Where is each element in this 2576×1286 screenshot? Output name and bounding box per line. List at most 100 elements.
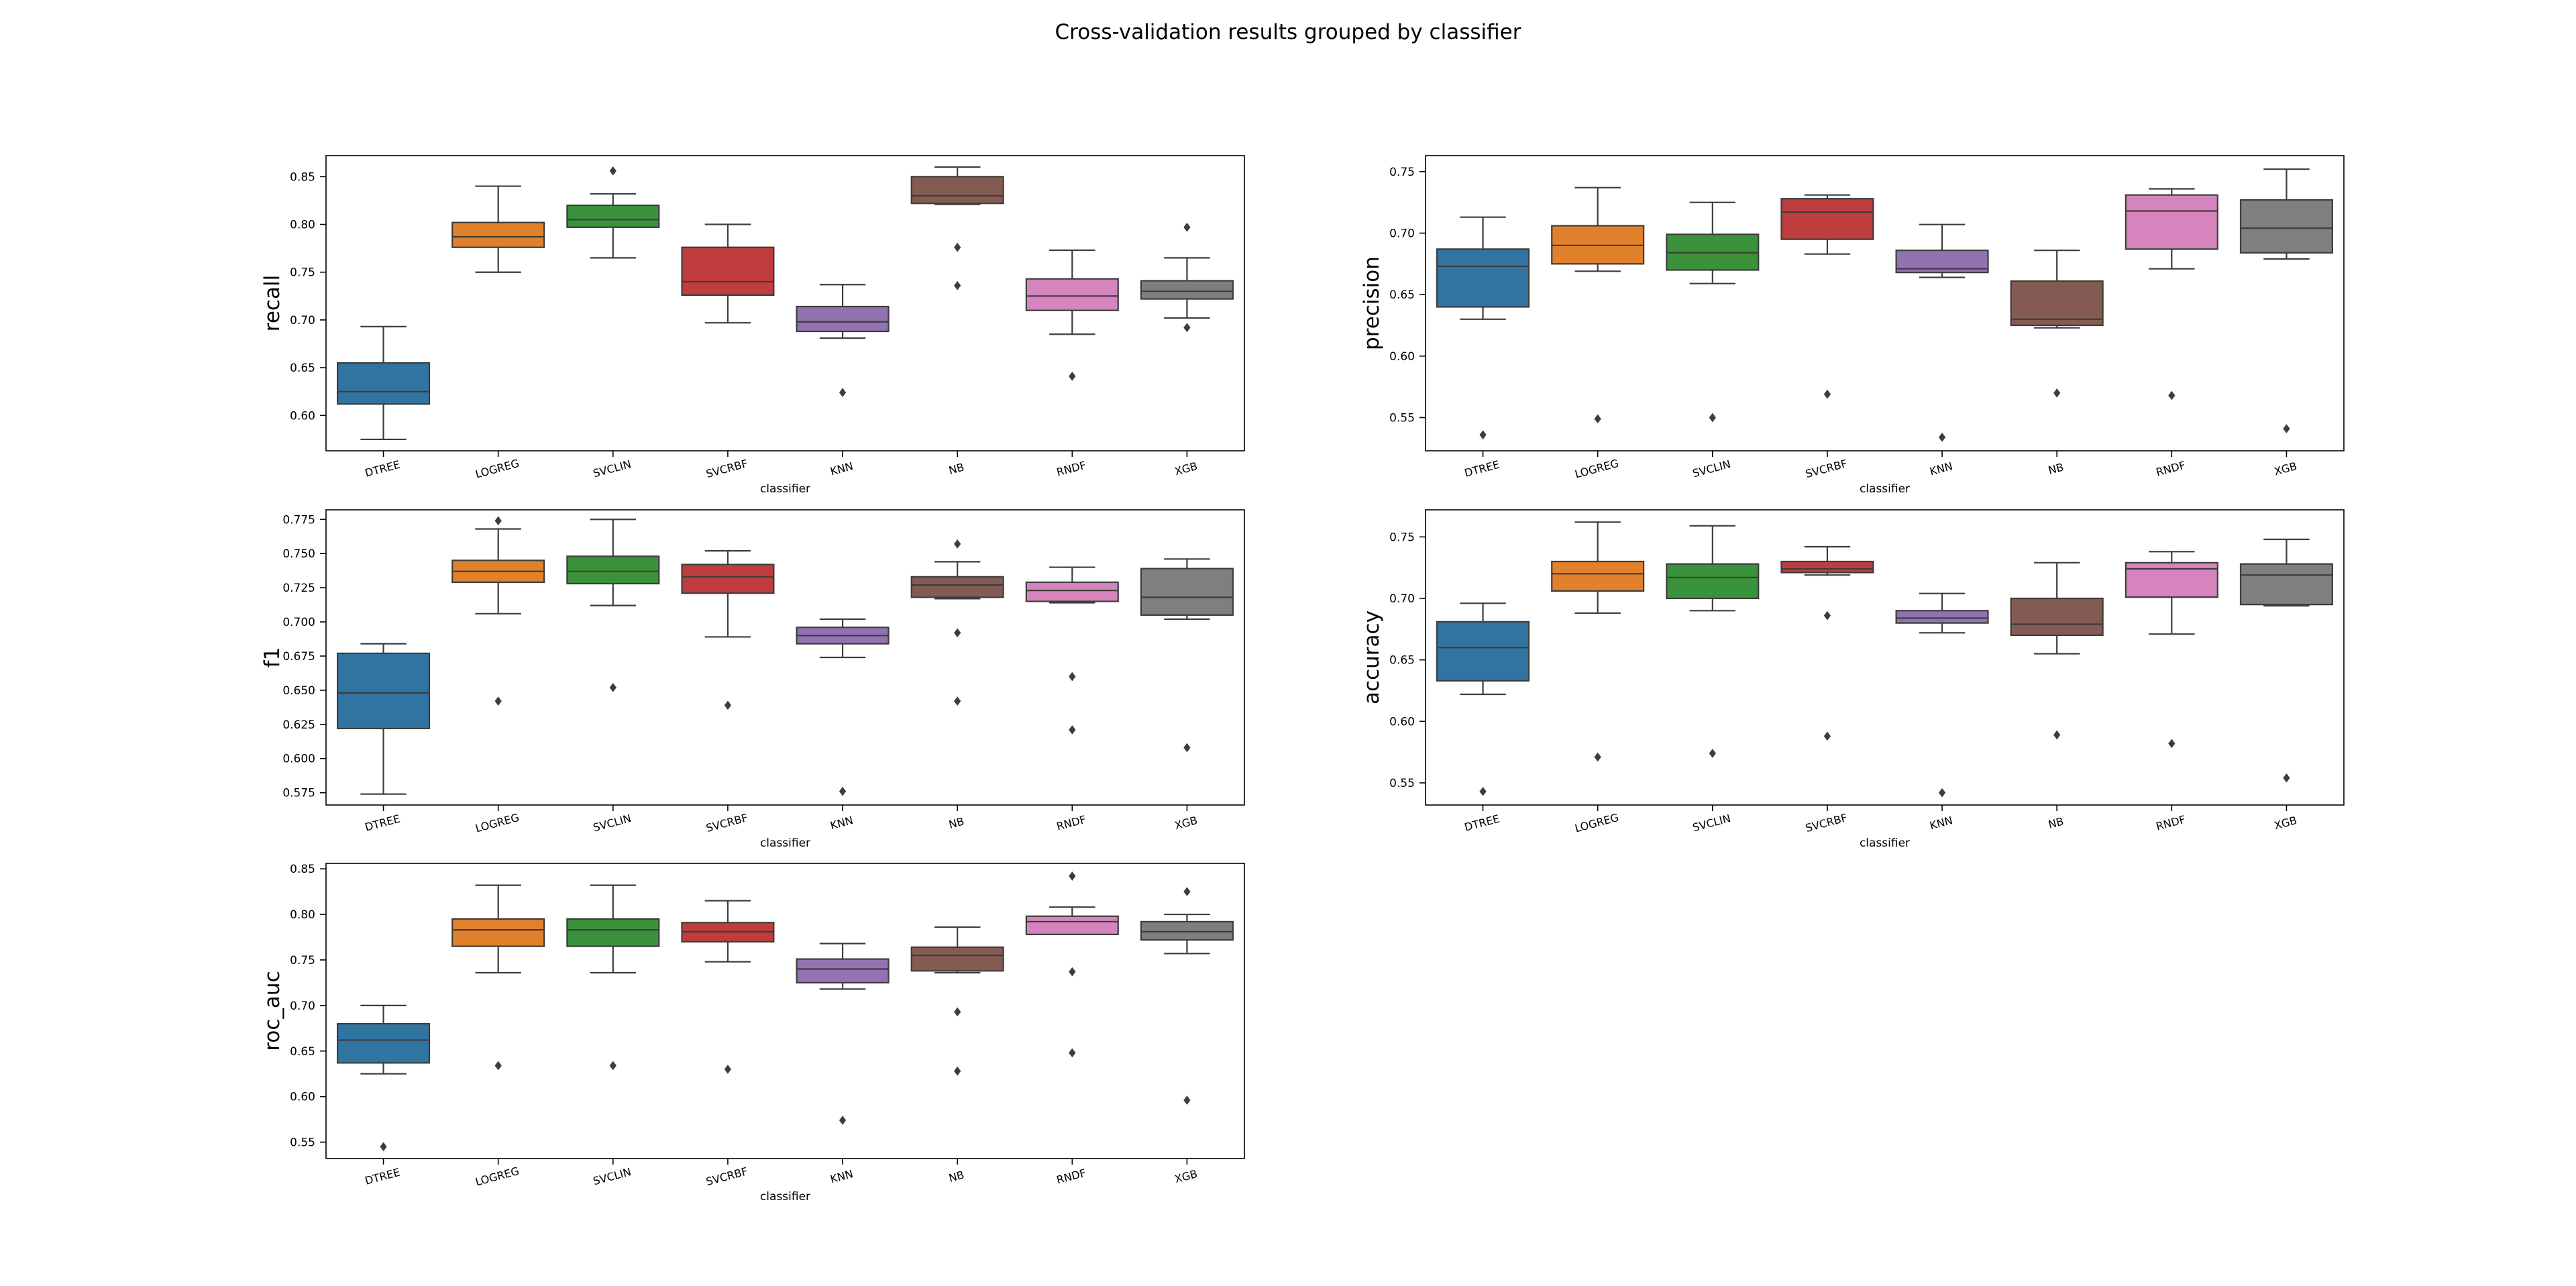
box-body bbox=[796, 305, 890, 333]
outlier-point bbox=[1823, 731, 1831, 741]
box-rndf: RNDF bbox=[1025, 566, 1119, 833]
x-tick-label: XGB bbox=[2273, 460, 2298, 478]
box-body bbox=[1436, 621, 1530, 682]
y-tick-label: 0.65 bbox=[1389, 288, 1415, 302]
x-tick-label: KNN bbox=[1929, 460, 1954, 478]
x-tick-label: NB bbox=[2047, 815, 2065, 831]
outlier-point bbox=[1823, 389, 1831, 399]
outlier-point bbox=[2168, 390, 2176, 400]
outlier-point bbox=[1823, 610, 1831, 621]
box-body bbox=[1025, 278, 1119, 311]
y-tick-label: 0.75 bbox=[1389, 166, 1415, 179]
y-tick-label: 0.750 bbox=[282, 547, 315, 561]
x-tick-label: KNN bbox=[829, 814, 855, 832]
box-knn: KNN bbox=[796, 618, 890, 832]
outlier-point bbox=[954, 696, 961, 706]
outlier-point bbox=[1938, 432, 1946, 442]
box-dtree: DTREE bbox=[337, 643, 431, 834]
subplot-f1: 0.575 0.600 0.625 0.650 0.675 0.700 0.725 0.750… bbox=[260, 509, 1245, 850]
x-tick-label: DTREE bbox=[364, 458, 402, 480]
box-rndf: RNDF bbox=[1025, 249, 1119, 479]
x-tick-label: XGB bbox=[1173, 814, 1199, 832]
x-tick-label: SVCLIN bbox=[1691, 458, 1732, 480]
axes-frame bbox=[1425, 155, 2345, 451]
outlier-point bbox=[954, 539, 961, 549]
box-body bbox=[566, 555, 660, 585]
box-nb: NB bbox=[910, 926, 1004, 1185]
box-svcrbf: SVCRBF bbox=[681, 550, 775, 835]
outlier-point bbox=[1479, 787, 1487, 796]
y-tick-label: 0.85 bbox=[290, 863, 315, 876]
outlier-point bbox=[839, 786, 847, 796]
y-tick-label: 0.75 bbox=[290, 266, 315, 280]
box-body bbox=[1140, 280, 1234, 300]
outlier-point bbox=[2053, 388, 2061, 398]
outlier-point bbox=[609, 1061, 616, 1071]
y-axis-label: recall bbox=[260, 275, 284, 331]
outlier-point bbox=[1594, 414, 1601, 424]
box-body bbox=[1666, 563, 1760, 600]
outlier-point bbox=[1183, 743, 1191, 753]
outlier-point bbox=[1183, 222, 1191, 232]
box-knn: KNN bbox=[796, 943, 890, 1185]
outlier-point bbox=[609, 166, 616, 176]
box-body bbox=[1140, 920, 1234, 941]
outlier-point bbox=[954, 628, 961, 638]
x-axis-label: classifier bbox=[1860, 482, 1910, 496]
outlier-point bbox=[1183, 887, 1191, 896]
box-body bbox=[1436, 248, 1530, 308]
x-tick-label: SVCRBF bbox=[704, 1165, 749, 1188]
x-tick-label: SVCLIN bbox=[592, 458, 633, 480]
box-body bbox=[796, 958, 890, 984]
box-body bbox=[910, 946, 1004, 972]
axes-frame bbox=[1425, 509, 2345, 806]
box-logreg: LOGREG bbox=[451, 516, 545, 835]
y-tick-label: 0.70 bbox=[290, 1000, 315, 1013]
subplot-accuracy: 0.55 0.60 0.65 0.70 0.75 accuracy classifier DT… bbox=[1360, 509, 2345, 850]
box-nb: NB bbox=[2010, 250, 2104, 477]
x-tick-label: SVCLIN bbox=[592, 1165, 633, 1187]
y-tick-label: 0.75 bbox=[1389, 531, 1415, 544]
y-tick-label: 0.75 bbox=[290, 954, 315, 967]
outlier-point bbox=[2283, 773, 2290, 783]
y-tick-label: 0.70 bbox=[290, 314, 315, 327]
box-body bbox=[1140, 568, 1234, 616]
y-tick-label: 0.725 bbox=[282, 582, 315, 595]
box-dtree: DTREE bbox=[337, 1004, 431, 1187]
box-knn: KNN bbox=[796, 284, 890, 478]
box-logreg: LOGREG bbox=[451, 185, 545, 481]
x-tick-label: XGB bbox=[1173, 1167, 1199, 1185]
x-tick-label: RNDF bbox=[1055, 813, 1087, 833]
box-body bbox=[1780, 198, 1874, 240]
outlier-point bbox=[494, 1061, 502, 1071]
box-dtree: DTREE bbox=[1436, 602, 1530, 834]
y-tick-label: 0.700 bbox=[282, 616, 315, 629]
x-axis-label: classifier bbox=[760, 482, 810, 496]
x-axis-label: classifier bbox=[1860, 837, 1910, 850]
subplot-precision: 0.55 0.60 0.65 0.70 0.75 precision classifier D… bbox=[1360, 155, 2345, 496]
outlier-point bbox=[2168, 739, 2176, 749]
box-body bbox=[2239, 199, 2333, 254]
x-tick-label: SVCRBF bbox=[704, 811, 749, 835]
x-tick-label: LOGREG bbox=[1573, 811, 1620, 835]
box-body bbox=[1025, 581, 1119, 602]
x-tick-label: NB bbox=[947, 461, 965, 477]
box-xgb: XGB bbox=[1140, 887, 1234, 1185]
outlier-point bbox=[1069, 1048, 1076, 1058]
y-tick-label: 0.80 bbox=[290, 908, 315, 922]
y-tick-label: 0.55 bbox=[290, 1136, 315, 1150]
outlier-point bbox=[1069, 372, 1076, 381]
y-axis-label: f1 bbox=[260, 647, 284, 668]
box-knn: KNN bbox=[1895, 592, 1989, 832]
box-svcrbf: SVCRBF bbox=[1780, 545, 1874, 835]
box-dtree: DTREE bbox=[337, 325, 431, 480]
box-nb: NB bbox=[2010, 561, 2104, 831]
box-body bbox=[2125, 194, 2218, 250]
y-axis-label: precision bbox=[1360, 256, 1384, 350]
box-rndf: RNDF bbox=[1025, 871, 1119, 1187]
outlier-point bbox=[839, 1116, 847, 1125]
box-svclin: SVCLIN bbox=[566, 166, 660, 480]
x-tick-label: NB bbox=[2047, 461, 2065, 477]
box-body bbox=[2010, 597, 2104, 637]
box-body bbox=[451, 918, 545, 947]
